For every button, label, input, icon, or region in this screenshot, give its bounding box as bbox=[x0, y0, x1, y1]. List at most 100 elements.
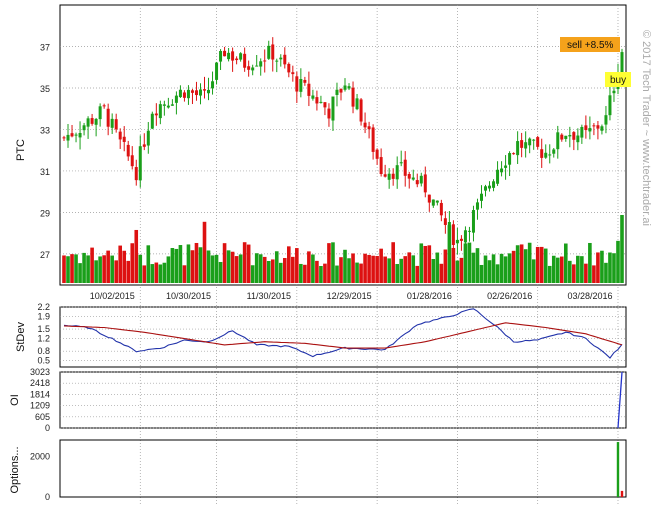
volume-bar bbox=[122, 250, 127, 283]
volume-bar bbox=[503, 256, 508, 283]
candle-body bbox=[263, 60, 267, 62]
candle-body bbox=[536, 137, 540, 147]
volume-bar bbox=[110, 255, 114, 283]
candle-body bbox=[207, 89, 211, 94]
price-tick-label: 31 bbox=[40, 167, 50, 177]
candle-body bbox=[395, 165, 399, 180]
volume-bar bbox=[479, 264, 484, 283]
volume-bar bbox=[254, 253, 259, 283]
volume-bar bbox=[527, 242, 532, 283]
options-panel-frame bbox=[59, 439, 627, 498]
volume-bar bbox=[604, 262, 608, 283]
candle-body bbox=[287, 63, 291, 73]
volume-bar bbox=[467, 242, 472, 283]
candle-body bbox=[427, 194, 431, 203]
candle-body bbox=[471, 210, 475, 233]
oi-tick-label: 1814 bbox=[30, 389, 50, 399]
price-panel-frame bbox=[59, 4, 627, 286]
volume-bar bbox=[206, 250, 211, 283]
candle-body bbox=[355, 98, 359, 110]
candle-body bbox=[419, 175, 423, 184]
candle-body bbox=[235, 58, 239, 61]
candle-body bbox=[463, 230, 467, 243]
options-tick-label: 0 bbox=[45, 492, 50, 502]
date-tick-label: 01/28/2016 bbox=[407, 291, 452, 301]
candle-body bbox=[211, 81, 215, 89]
volume-bar bbox=[282, 258, 287, 283]
volume-bar bbox=[600, 250, 604, 283]
volume-bar bbox=[130, 243, 135, 283]
oi-tick-label: 3023 bbox=[30, 367, 50, 377]
volume-bar bbox=[403, 256, 408, 283]
candle-body bbox=[524, 142, 528, 149]
oi-tick-label: 605 bbox=[35, 412, 50, 422]
candle-body bbox=[110, 118, 114, 128]
volume-bar bbox=[559, 256, 564, 283]
candle-body bbox=[70, 133, 74, 137]
candle-body bbox=[403, 159, 407, 176]
volume-bar bbox=[291, 256, 295, 283]
volume-bar bbox=[423, 245, 428, 283]
volume-bar bbox=[395, 264, 399, 283]
candle-body bbox=[596, 125, 600, 129]
volume-bar bbox=[612, 253, 616, 283]
candle-body bbox=[556, 132, 560, 150]
candle-body bbox=[415, 180, 419, 185]
candle-body bbox=[560, 134, 564, 140]
oi-panel-frame bbox=[59, 371, 627, 429]
volume-bar bbox=[154, 262, 159, 283]
volume-bar bbox=[351, 253, 355, 283]
candle-body bbox=[584, 125, 588, 131]
volume-bar bbox=[90, 247, 94, 283]
candle-body bbox=[142, 144, 146, 147]
volume-bar bbox=[174, 248, 179, 283]
candle-body bbox=[283, 54, 287, 65]
candle-body bbox=[114, 119, 118, 130]
candle-body bbox=[383, 174, 387, 177]
candle-body bbox=[279, 57, 283, 60]
candle-body bbox=[158, 104, 162, 119]
candle-body bbox=[223, 50, 227, 57]
volume-bar bbox=[102, 255, 106, 283]
date-tick-label: 11/30/2015 bbox=[247, 291, 291, 301]
volume-bar bbox=[198, 247, 203, 283]
volume-bar bbox=[118, 245, 123, 283]
options-axis-label: Options... bbox=[9, 446, 21, 493]
candle-body bbox=[243, 53, 247, 68]
price-tick-label: 27 bbox=[40, 250, 50, 260]
chart-panels: 27 29 31 33 35 37 10/02/2015 10/30/2015 11/30/20… bbox=[30, 4, 627, 505]
candle-body bbox=[443, 218, 447, 225]
price-tick-label: 35 bbox=[40, 84, 50, 94]
candle-body bbox=[391, 173, 395, 179]
candle-body bbox=[572, 132, 576, 140]
volume-bar bbox=[547, 265, 552, 283]
volume-bar bbox=[114, 260, 118, 283]
volume-bar bbox=[70, 254, 74, 283]
candle-body bbox=[102, 105, 106, 107]
volume-bar bbox=[419, 243, 424, 283]
candle-body bbox=[323, 102, 327, 108]
candle-body bbox=[255, 65, 259, 67]
candle-body bbox=[339, 89, 343, 93]
candle-body bbox=[94, 118, 98, 125]
candle-body bbox=[423, 174, 427, 193]
candle-body bbox=[194, 90, 198, 96]
volume-bar bbox=[210, 255, 215, 283]
candle-body bbox=[612, 90, 616, 94]
candle-body bbox=[215, 62, 219, 80]
candle-body bbox=[118, 131, 122, 140]
oi-tick-label: 1209 bbox=[30, 401, 50, 411]
volume-bar bbox=[535, 246, 540, 283]
volume-bar bbox=[375, 256, 379, 283]
volume-bar bbox=[584, 263, 588, 283]
candle-body bbox=[455, 239, 459, 244]
candle-body bbox=[528, 138, 532, 146]
date-tick-label: 12/29/2015 bbox=[327, 291, 372, 301]
volume-bar bbox=[66, 256, 70, 283]
candle-body bbox=[604, 115, 608, 125]
candle-body bbox=[496, 169, 500, 184]
volume-bar bbox=[491, 254, 496, 283]
candle-body bbox=[411, 177, 415, 180]
volume-bar bbox=[295, 248, 299, 283]
volume-bar bbox=[250, 265, 255, 283]
